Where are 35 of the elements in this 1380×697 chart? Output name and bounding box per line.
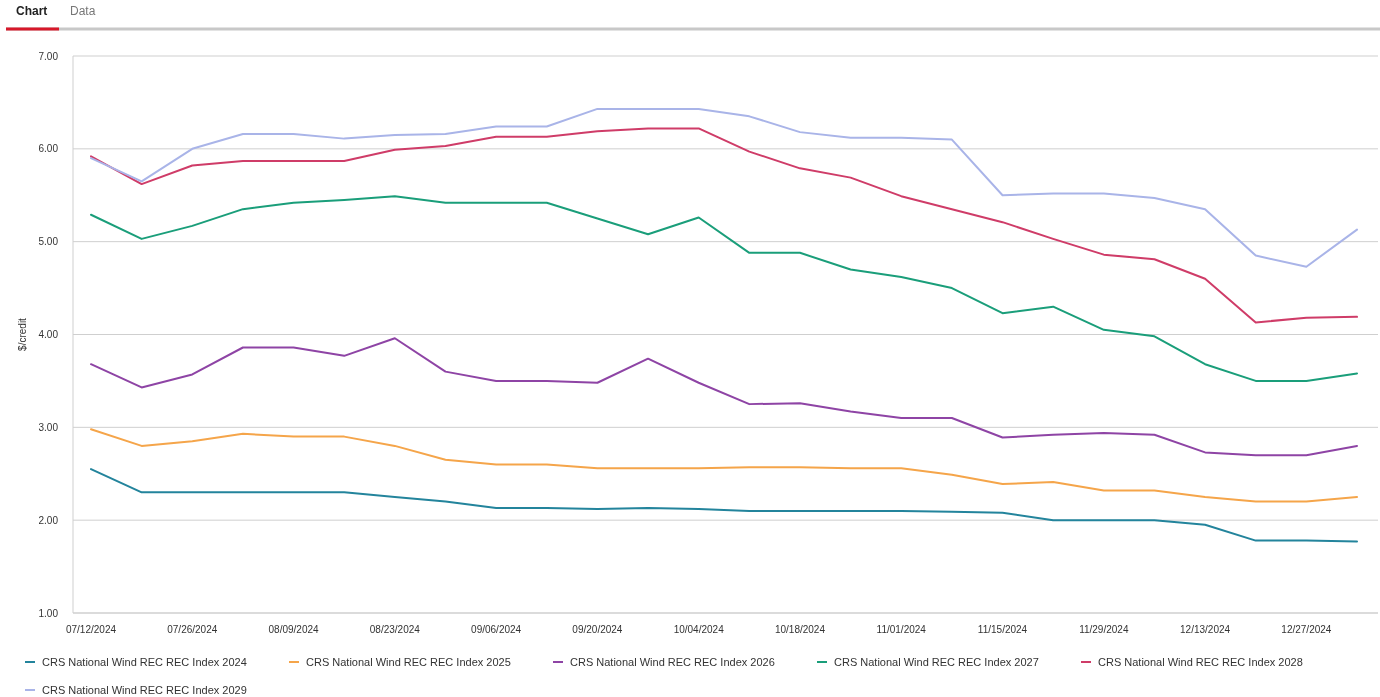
- x-tick-label: 10/18/2024: [774, 624, 826, 635]
- legend-label: CRS National Wind REC REC Index 2028: [1098, 655, 1303, 668]
- y-tick-label: 7.00: [38, 50, 59, 62]
- x-tick-label: 11/01/2024: [876, 624, 927, 635]
- x-tick-label: 09/06/2024: [471, 624, 522, 635]
- line-series: [90, 337, 1358, 457]
- legend-label: CRS National Wind REC REC Index 2029: [42, 683, 247, 696]
- legend-label: CRS National Wind REC REC Index 2027: [834, 655, 1039, 668]
- line-series: [90, 107, 1358, 268]
- x-tick-label: 10/04/2024: [673, 624, 725, 635]
- y-tick-label: 1.00: [38, 607, 59, 619]
- text: Chart: [16, 4, 48, 18]
- legend-label: CRS National Wind REC REC Index 2026: [570, 655, 775, 668]
- x-tick-label: 12/13/2024: [1180, 624, 1231, 635]
- y-tick-label: 2.00: [38, 514, 59, 526]
- legend-label: CRS National Wind REC REC Index 2025: [306, 655, 511, 668]
- x-tick-label: 07/12/2024: [65, 624, 117, 635]
- x-tick-label: 12/27/2024: [1281, 624, 1332, 635]
- x-tick-label: 11/15/2024: [977, 624, 1028, 635]
- line-series: [90, 468, 1358, 543]
- y-tick-label: 4.00: [38, 329, 59, 340]
- x-tick-label: 11/29/2024: [1079, 624, 1129, 635]
- y-axis-title: $/credit: [17, 317, 28, 351]
- y-tick-label: 5.00: [38, 236, 59, 248]
- line-series: [90, 428, 1358, 503]
- legend-label: CRS National Wind REC REC Index 2024: [42, 655, 247, 668]
- text: Data: [70, 4, 96, 18]
- line-series: [90, 127, 1358, 324]
- x-tick-label: 07/26/2024: [167, 624, 218, 635]
- y-tick-label: 6.00: [38, 143, 59, 155]
- x-tick-label: 08/23/2024: [369, 624, 421, 635]
- y-tick-label: 3.00: [38, 421, 59, 433]
- x-tick-label: 09/20/2024: [572, 624, 623, 635]
- x-tick-label: 08/09/2024: [268, 624, 320, 635]
- line-series: [90, 195, 1358, 382]
